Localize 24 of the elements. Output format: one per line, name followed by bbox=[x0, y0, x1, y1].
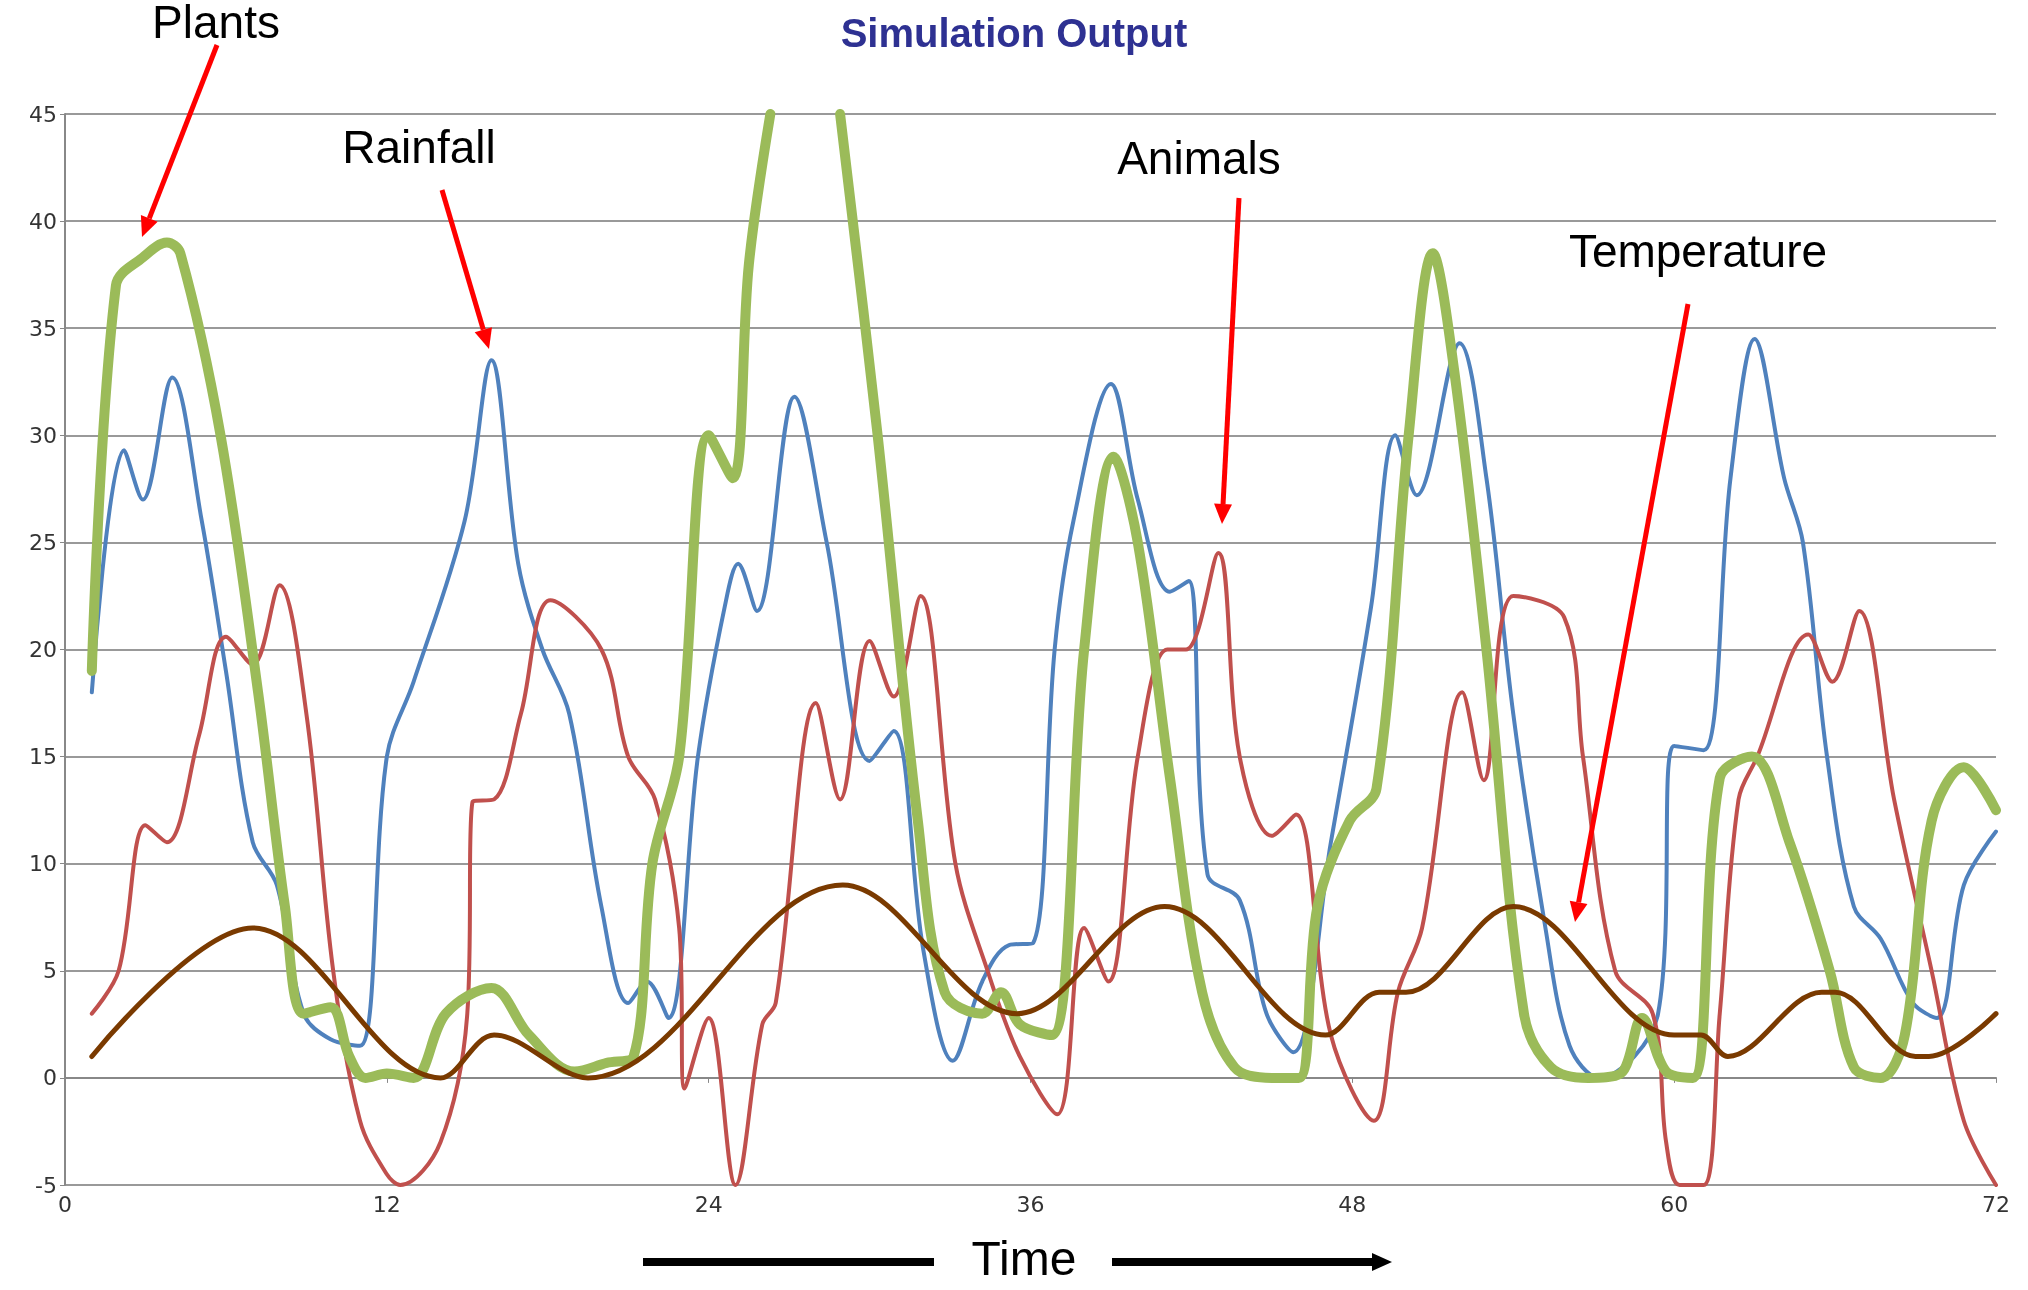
x-tick-label: 48 bbox=[1338, 1191, 1367, 1217]
y-tick-label: 40 bbox=[29, 208, 57, 234]
line-series bbox=[89, 551, 1998, 1187]
chart-title: Simulation Output bbox=[840, 11, 1188, 55]
y-tick-label: 30 bbox=[29, 422, 57, 448]
y-tick-label: 15 bbox=[29, 744, 57, 770]
x-tick-label: 72 bbox=[1982, 1191, 2010, 1217]
y-tick-label: 35 bbox=[29, 315, 57, 341]
x-axis-title: Time bbox=[971, 1231, 1077, 1285]
y-tick-label: 10 bbox=[29, 851, 57, 877]
x-tick-label: 24 bbox=[694, 1191, 723, 1217]
y-tick-label: 5 bbox=[43, 958, 57, 984]
annotation: Animals bbox=[1117, 132, 1281, 185]
x-tick-label: 12 bbox=[372, 1191, 401, 1217]
y-tick-label: 0 bbox=[43, 1065, 57, 1091]
y-tick-label: 20 bbox=[29, 637, 57, 662]
x-tick-label: 36 bbox=[1016, 1191, 1045, 1217]
annotation: Rainfall bbox=[342, 121, 496, 174]
x-tick-label: 60 bbox=[1660, 1191, 1689, 1217]
y-tick-label: 25 bbox=[29, 529, 57, 555]
y-tick-label: -5 bbox=[35, 1172, 57, 1198]
y-tick-label: 45 bbox=[29, 101, 57, 127]
annotation: Temperature bbox=[1568, 225, 1828, 278]
text: Plants bbox=[152, 0, 280, 49]
